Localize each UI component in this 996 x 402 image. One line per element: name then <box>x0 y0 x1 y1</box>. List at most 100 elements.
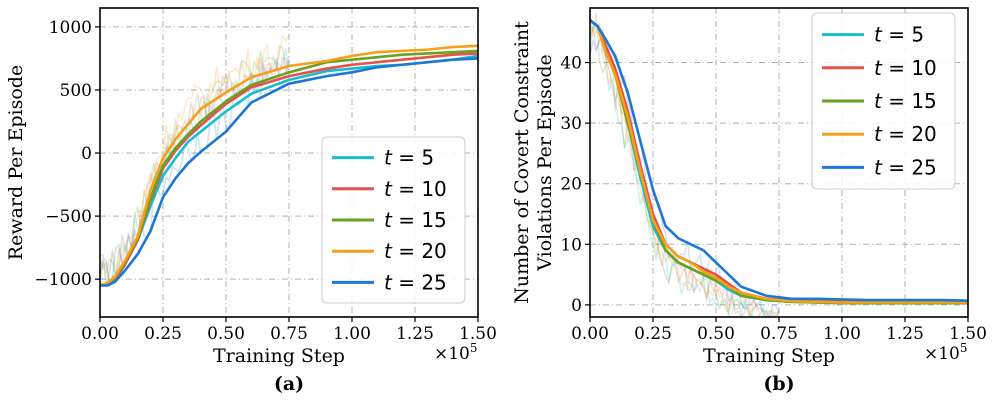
x-tick-label: 0.75 <box>270 324 308 344</box>
legend-equals: = <box>882 89 911 113</box>
y-tick-label: 10 <box>560 235 582 255</box>
raw-trace-25 <box>590 28 780 317</box>
x-tick-label: 0.25 <box>634 324 672 344</box>
legend-value: 20 <box>421 239 446 263</box>
x-axis: 0.00 0.25 0.50 0.75 1.00 1.25 1.50 <box>81 317 497 344</box>
legend-value: 5 <box>421 146 434 170</box>
raw-trace-20 <box>100 33 290 286</box>
legend-label-t25: t = 25 <box>384 270 447 294</box>
panel-b: 0.00 0.25 0.50 0.75 1.00 1.25 1.50 0 10 20 30 40 Tra… <box>511 7 987 395</box>
legend-box <box>811 12 956 190</box>
legend: t = 5t = 10t = 15t = 20t = 25 <box>811 12 956 190</box>
y-axis-label: Reward Per Episode <box>5 65 27 260</box>
legend-variable: t <box>384 177 393 201</box>
legend-equals: = <box>392 146 421 170</box>
legend-equals: = <box>392 239 421 263</box>
legend: t = 5t = 10t = 15t = 20t = 25 <box>321 136 466 304</box>
legend-variable: t <box>874 122 883 146</box>
y-tick-label: 20 <box>560 175 582 195</box>
series-line-t25 <box>100 57 479 287</box>
legend-value: 10 <box>911 56 936 80</box>
legend-variable: t <box>384 208 393 232</box>
legend-label-t5: t = 5 <box>874 23 924 47</box>
legend-label-t10: t = 10 <box>874 56 937 80</box>
x-tick-label: 0.50 <box>207 324 245 344</box>
y-axis-label-line2: Violations Per Episode <box>534 54 556 272</box>
legend-value: 15 <box>911 89 936 113</box>
series-line-t20 <box>589 19 968 304</box>
legend-label-t5: t = 5 <box>384 146 434 170</box>
x-tick-label: 1.50 <box>459 324 497 344</box>
series-lines <box>99 44 479 287</box>
legend-label-t25: t = 25 <box>874 155 937 179</box>
legend-equals: = <box>392 208 421 232</box>
legend-equals: = <box>882 122 911 146</box>
series-lines <box>589 19 969 305</box>
legend-value: 15 <box>421 208 446 232</box>
y-tick-label: 0 <box>571 296 582 316</box>
y-axis-label-line1: Number of Covert Constraint <box>511 21 533 304</box>
x-tick-label: 1.25 <box>396 324 434 344</box>
legend-label-t20: t = 20 <box>874 122 937 146</box>
y-tick-label: 40 <box>560 54 582 74</box>
y-tick-label: 500 <box>60 81 92 101</box>
y-tick-label: 1000 <box>49 18 92 38</box>
legend-label-t15: t = 15 <box>384 208 447 232</box>
x-axis-label: Training Step <box>703 345 835 367</box>
y-tick-label: −1000 <box>34 270 92 290</box>
x-tick-label: 0.00 <box>571 324 609 344</box>
x-multiplier: ×105 <box>434 341 478 364</box>
legend-equals: = <box>392 177 421 201</box>
legend-label-t20: t = 20 <box>384 239 447 263</box>
x-tick-label: 0.75 <box>760 324 798 344</box>
legend-variable: t <box>384 146 393 170</box>
legend-variable: t <box>874 56 883 80</box>
panel-a: 0.00 0.25 0.50 0.75 1.00 1.25 1.50−1000−500050… <box>5 7 497 395</box>
x-tick-label: 1.00 <box>823 324 861 344</box>
x-tick-label: 1.50 <box>949 324 987 344</box>
legend-value: 10 <box>421 177 446 201</box>
y-tick-label: 30 <box>560 114 582 134</box>
legend-label-t10: t = 10 <box>384 177 447 201</box>
raw-trace-20 <box>590 12 780 317</box>
legend-value: 5 <box>911 23 924 47</box>
y-axis: 0 10 20 30 40 <box>560 54 590 316</box>
legend-value: 25 <box>911 155 936 179</box>
legend-label-t15: t = 15 <box>874 89 937 113</box>
x-axis-label: Training Step <box>213 345 345 367</box>
panel-caption: (a) <box>274 373 304 395</box>
x-tick-label: 1.25 <box>886 324 924 344</box>
x-multiplier-exponent: 5 <box>470 341 478 355</box>
x-multiplier: ×105 <box>924 341 968 364</box>
raw-trace-10 <box>590 26 780 317</box>
y-axis: −1000 −500 0 500 1000 <box>34 18 100 290</box>
legend-variable: t <box>874 155 883 179</box>
x-multiplier-base: ×10 <box>924 344 960 364</box>
y-tick-label: −500 <box>45 207 92 227</box>
legend-equals: = <box>392 270 421 294</box>
legend-equals: = <box>882 56 911 80</box>
legend-value: 20 <box>911 122 936 146</box>
legend-box <box>321 136 466 304</box>
legend-equals: = <box>882 23 911 47</box>
legend-equals: = <box>882 155 911 179</box>
legend-value: 25 <box>421 270 446 294</box>
x-multiplier-base: ×10 <box>434 344 470 364</box>
x-axis: 0.00 0.25 0.50 0.75 1.00 1.25 1.50 <box>571 317 987 344</box>
panel-caption: (b) <box>763 373 794 395</box>
legend-variable: t <box>384 270 393 294</box>
raw-traces <box>590 12 780 317</box>
legend-variable: t <box>874 23 883 47</box>
raw-trace-5 <box>590 21 780 317</box>
y-tick-label: 0 <box>81 144 92 164</box>
x-tick-label: 0.25 <box>144 324 182 344</box>
raw-trace-15 <box>100 44 290 282</box>
legend-variable: t <box>384 239 393 263</box>
x-tick-label: 0.00 <box>81 324 119 344</box>
x-tick-label: 1.00 <box>333 324 371 344</box>
x-tick-label: 0.50 <box>697 324 735 344</box>
series-line-t25 <box>589 19 969 302</box>
x-multiplier-exponent: 5 <box>960 341 968 355</box>
raw-trace-15 <box>590 13 780 317</box>
